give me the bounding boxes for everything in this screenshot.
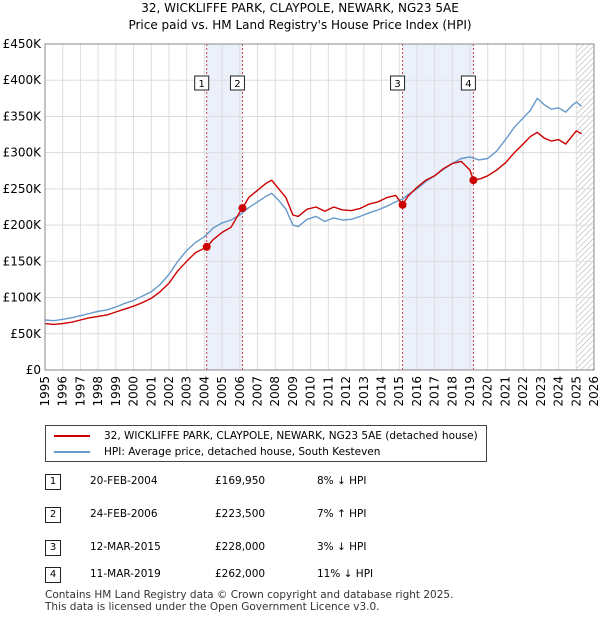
transaction-number-badge: 3	[45, 540, 61, 556]
transaction-price: £169,950	[215, 475, 266, 487]
x-tick-label: 2022	[516, 376, 530, 407]
transaction-date: 11-MAR-2019	[90, 568, 161, 580]
x-tick-label: 2011	[321, 376, 335, 407]
x-tick-label: 2001	[144, 376, 158, 407]
footer-line-1: Contains HM Land Registry data © Crown c…	[45, 589, 454, 601]
transaction-date: 20-FEB-2004	[90, 475, 158, 487]
legend-label-property: 32, WICKLIFFE PARK, CLAYPOLE, NEWARK, NG…	[104, 430, 478, 442]
transaction-row: 4 11-MAR-2019 £262,000 11% ↓ HPI	[45, 567, 445, 583]
x-tick-label: 2015	[392, 376, 406, 407]
x-tick-label: 2000	[127, 376, 141, 407]
shaded-period	[206, 44, 243, 370]
x-tick-label: 1996	[56, 376, 70, 407]
price-chart: 1 2 3 4 £0 £50K £100K £150K £200K £250K £300K £350…	[3, 37, 600, 407]
y-tick-label: £100K	[3, 291, 43, 305]
transaction-number-badge: 2	[45, 507, 61, 523]
x-tick-label: 2012	[339, 376, 353, 407]
sale-point	[398, 200, 407, 209]
x-tick-label: 2021	[498, 376, 512, 407]
x-tick-label: 2009	[286, 376, 300, 407]
y-tick-label: £350K	[3, 109, 43, 123]
sale-point	[469, 176, 478, 185]
x-tick-label: 1995	[38, 376, 52, 407]
chart-title: 32, WICKLIFFE PARK, CLAYPOLE, NEWARK, NG…	[141, 1, 459, 15]
sale-marker-box	[390, 75, 406, 91]
forecast-hatch	[576, 44, 594, 370]
sale-marker-box	[229, 75, 245, 91]
x-tick-label: 2003	[180, 376, 194, 407]
footer-line-2: This data is licensed under the Open Gov…	[45, 601, 380, 613]
transaction-hpi-diff: 11% ↓ HPI	[317, 568, 374, 580]
sale-marker-label: 3	[394, 79, 400, 90]
legend-swatch-property	[54, 435, 90, 437]
x-tick-label: 2002	[162, 376, 176, 407]
transaction-price: £228,000	[215, 541, 266, 553]
series-line	[44, 97, 583, 322]
transaction-price: £262,000	[215, 568, 266, 580]
transaction-date: 24-FEB-2006	[90, 508, 158, 520]
x-tick-label: 2010	[304, 376, 318, 407]
y-tick-label: £0	[26, 363, 41, 377]
x-tick-label: 2024	[552, 376, 566, 407]
x-tick-label: 2008	[268, 376, 282, 407]
y-tick-label: £300K	[3, 146, 43, 160]
transaction-row: 2 24-FEB-2006 £223,500 7% ↑ HPI	[45, 507, 445, 523]
sale-point	[202, 242, 211, 251]
sale-marker-box	[460, 75, 476, 91]
x-tick-label: 2007	[251, 376, 265, 407]
sale-marker-label: 1	[199, 79, 205, 90]
transaction-number-badge: 1	[45, 474, 61, 490]
transaction-hpi-diff: 3% ↓ HPI	[317, 541, 367, 553]
sale-marker-badge: 4	[460, 75, 476, 91]
x-tick-label: 2006	[233, 376, 247, 407]
y-tick-label: £200K	[3, 218, 43, 232]
sale-marker-label: 2	[234, 79, 240, 90]
transaction-price: £223,500	[215, 508, 266, 520]
legend-item-hpi: HPI: Average price, detached house, Sout…	[54, 445, 380, 459]
y-tick-label: £150K	[3, 254, 43, 268]
sale-point	[238, 204, 247, 213]
transaction-row: 3 12-MAR-2015 £228,000 3% ↓ HPI	[45, 540, 445, 556]
transaction-hpi-diff: 8% ↓ HPI	[317, 475, 367, 487]
series-line	[44, 130, 582, 326]
sale-marker-box	[194, 75, 210, 91]
legend-swatch-hpi	[54, 451, 90, 453]
y-tick-label: £450K	[3, 37, 43, 51]
x-tick-label: 2020	[481, 376, 495, 407]
plot-frame	[44, 43, 595, 371]
x-tick-label: 2018	[445, 376, 459, 407]
sale-marker-badge: 3	[390, 75, 406, 91]
x-tick-label: 2017	[428, 376, 442, 407]
y-tick-label: £50K	[10, 327, 42, 341]
y-tick-label: £400K	[3, 73, 43, 87]
x-tick-label: 2013	[357, 376, 371, 407]
x-tick-label: 2004	[197, 376, 211, 407]
transaction-row: 1 20-FEB-2004 £169,950 8% ↓ HPI	[45, 474, 445, 490]
sale-marker-badge: 1	[194, 75, 210, 91]
y-tick-label: £250K	[3, 182, 43, 196]
chart-subtitle: Price paid vs. HM Land Registry's House …	[128, 18, 472, 32]
sale-marker-badge: 2	[229, 75, 245, 91]
x-tick-label: 2023	[534, 376, 548, 407]
chart-legend: 32, WICKLIFFE PARK, CLAYPOLE, NEWARK, NG…	[45, 425, 487, 462]
x-tick-label: 2005	[215, 376, 229, 407]
x-tick-label: 1999	[109, 376, 123, 407]
legend-item-property: 32, WICKLIFFE PARK, CLAYPOLE, NEWARK, NG…	[54, 429, 478, 443]
transaction-number-badge: 4	[45, 567, 61, 583]
x-tick-label: 2014	[374, 376, 388, 407]
footer-attribution: Contains HM Land Registry data © Crown c…	[45, 589, 453, 613]
x-tick-label: 1998	[91, 376, 105, 407]
sale-marker-label: 4	[465, 79, 471, 90]
x-tick-label: 2019	[463, 376, 477, 407]
x-tick-label: 2026	[587, 376, 600, 407]
x-tick-label: 2016	[410, 376, 424, 407]
transaction-hpi-diff: 7% ↑ HPI	[317, 508, 367, 520]
transaction-date: 12-MAR-2015	[90, 541, 161, 553]
x-tick-label: 1997	[73, 376, 87, 407]
legend-label-hpi: HPI: Average price, detached house, Sout…	[104, 446, 381, 458]
shaded-period	[402, 44, 474, 370]
x-tick-label: 2025	[569, 376, 583, 407]
